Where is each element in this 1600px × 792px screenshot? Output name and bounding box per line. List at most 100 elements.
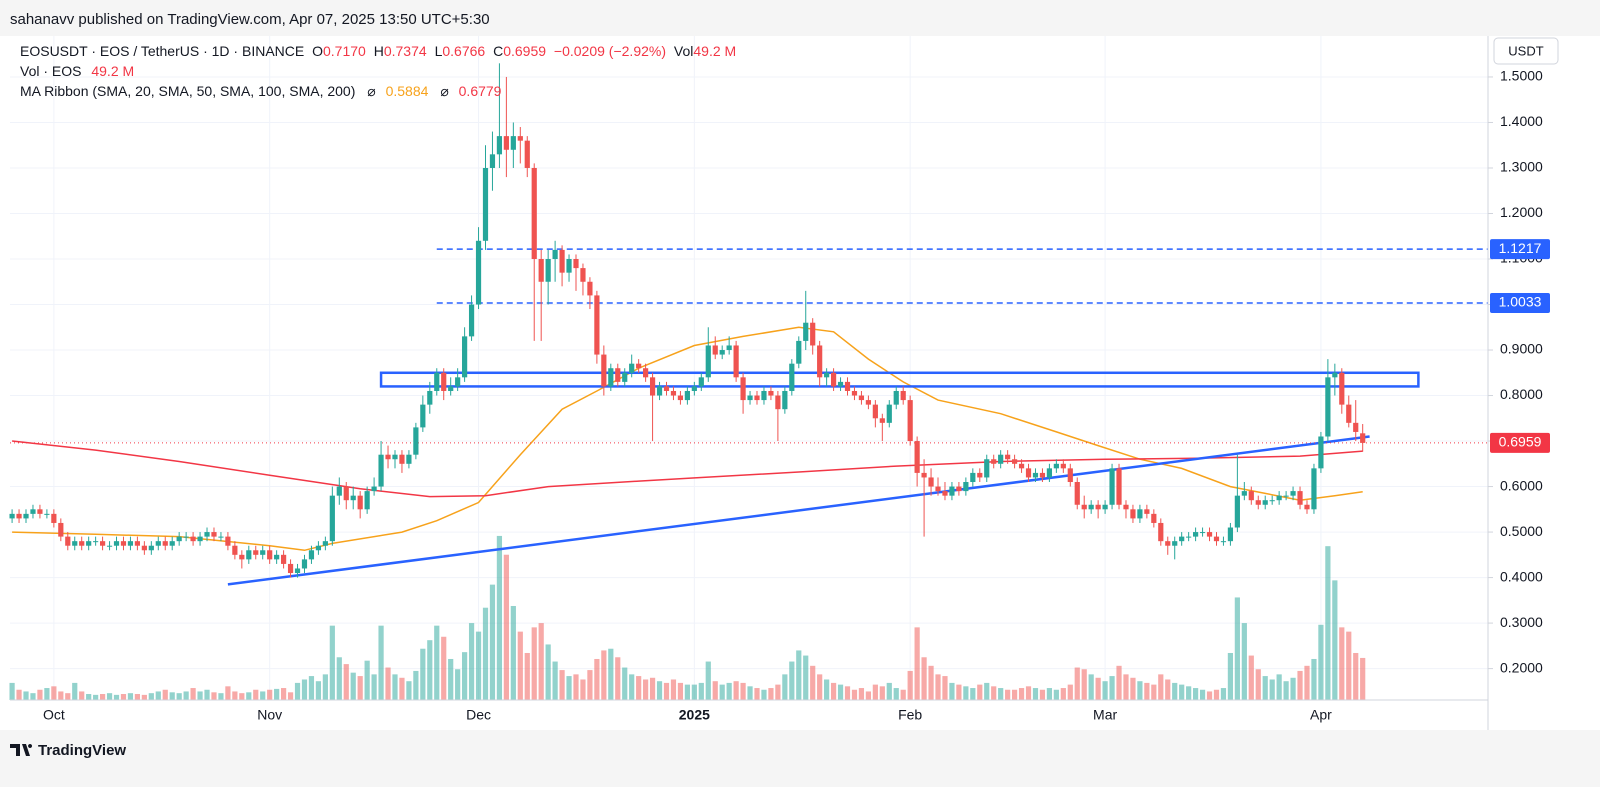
candle-body [719, 350, 725, 355]
volume-bar [134, 694, 141, 700]
volume-bar [475, 631, 482, 700]
candle-body [545, 259, 551, 282]
candle-body [538, 259, 544, 282]
candle-body [636, 363, 642, 369]
candle-body [218, 536, 224, 538]
candle-body [30, 509, 36, 514]
volume-bar [956, 684, 962, 700]
price-layer [9, 63, 1366, 578]
volume-bar [1269, 679, 1275, 700]
volume-bar [308, 676, 315, 700]
candle-body [733, 345, 739, 378]
volume-bar [712, 681, 718, 700]
volume-bar [1060, 688, 1066, 700]
volume-bar [510, 605, 516, 700]
candle-body [79, 541, 85, 546]
x-tick-label: Feb [898, 707, 922, 723]
candle-body [1193, 532, 1199, 537]
candle-body [315, 545, 322, 551]
volume-bar [942, 676, 948, 700]
candle-body [1220, 541, 1227, 543]
candle-body [1067, 468, 1073, 483]
candle-body [169, 541, 175, 546]
volume-bar [1172, 682, 1178, 700]
volume-bar [1032, 688, 1039, 700]
volume-bar [754, 688, 760, 700]
volume-bar [79, 691, 85, 700]
candle-body [141, 545, 147, 551]
volume-bar [86, 694, 92, 700]
candle-body [705, 345, 711, 378]
volume-bar [907, 670, 913, 700]
candle-body [928, 477, 934, 487]
volume-bar [169, 692, 175, 700]
candle-body [503, 136, 509, 150]
volume-bar [385, 667, 391, 700]
candle-body [1088, 504, 1094, 510]
candle-body [977, 472, 983, 478]
candle-body [663, 386, 670, 391]
volume-bar [1095, 677, 1101, 700]
volume-bar [1109, 676, 1115, 700]
volume-bar [211, 692, 217, 700]
candle-body [998, 454, 1004, 464]
volume-bar [670, 679, 677, 700]
candle-body [851, 390, 858, 396]
candle-body [935, 486, 941, 492]
volume-bar [1325, 546, 1331, 700]
volume-bar [482, 607, 489, 700]
candle-body [1060, 463, 1066, 469]
candle-body [622, 372, 628, 382]
volume-bar [677, 682, 684, 700]
candle-body [1158, 522, 1164, 542]
footer-logo[interactable]: TradingView [10, 742, 126, 759]
candle-body [162, 541, 168, 546]
volume-bar [1067, 684, 1073, 700]
volume-bar [371, 674, 377, 700]
candle-body [1311, 468, 1317, 510]
candle-body [455, 377, 461, 387]
ma-line [12, 326, 1363, 552]
candle-body [399, 454, 405, 464]
currency-box[interactable] [1493, 37, 1559, 65]
volume-bar [1186, 686, 1192, 700]
candle-body [656, 386, 663, 396]
volume-bar [455, 669, 461, 700]
candle-body [371, 486, 377, 492]
volume-bar [1025, 686, 1032, 700]
volume-bar [1283, 681, 1289, 700]
trendline [227, 435, 1370, 586]
volume-bar [935, 674, 941, 700]
candle-body [670, 390, 677, 396]
candle-body [810, 322, 816, 346]
y-tick-label: 0.9000 [1500, 341, 1543, 357]
volume-bar [824, 679, 830, 700]
legend-line-2: Vol · EOS 49.2 M [20, 63, 134, 79]
y-tick-label: 1.3000 [1500, 159, 1543, 175]
candle-body [462, 336, 468, 378]
candle-body [441, 372, 447, 391]
volume-bar [448, 658, 454, 700]
last-price-marker [1490, 432, 1550, 453]
volume-bar [615, 657, 621, 700]
volume-bar [148, 693, 154, 700]
volume-bar [803, 655, 809, 700]
volume-bar [810, 665, 816, 700]
volume-bar [106, 693, 113, 700]
candle-body [956, 486, 962, 492]
volume-bar [663, 682, 670, 700]
volume-bar [1088, 674, 1094, 700]
volume-bar [649, 677, 656, 700]
candle-body [392, 454, 398, 460]
volume-bar [183, 691, 189, 700]
candle-body [1130, 509, 1136, 519]
candle-body [1011, 459, 1018, 464]
y-tick-label: 0.3000 [1500, 614, 1543, 630]
volume-bar [1123, 674, 1129, 700]
candle-body [963, 482, 969, 492]
candle-body [364, 491, 370, 510]
y-tick-label: 0.5000 [1500, 523, 1543, 539]
volume-bar [190, 688, 196, 700]
change: −0.0209 (−2.92%) [554, 43, 666, 59]
